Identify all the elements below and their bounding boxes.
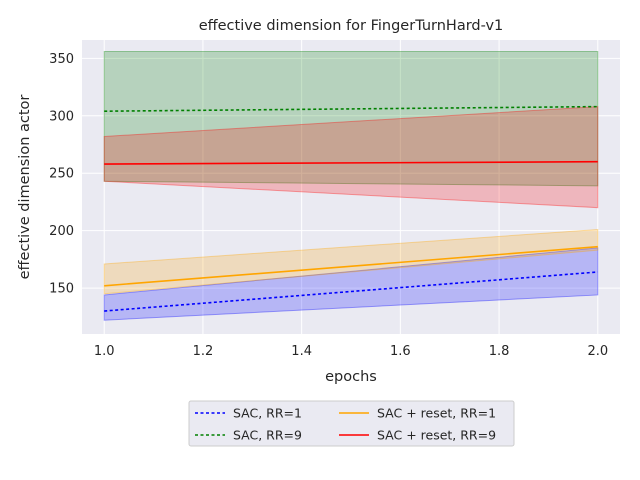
x-tick-label: 1.8 (489, 344, 510, 359)
x-tick-label: 1.6 (390, 344, 411, 359)
band-sac-reset-rr-9 (103, 106, 599, 209)
legend-label: SAC + reset, RR=1 (377, 406, 496, 421)
band-sac-rr-9 (103, 50, 599, 187)
y-tick-label: 150 (49, 282, 74, 297)
series-lines (104, 105, 598, 312)
y-axis-ticks: 150 200 250 300 350 (49, 52, 74, 297)
series-line-sac-reset-rr-1 (104, 245, 598, 287)
y-axis-label: effective dimension actor (17, 95, 33, 280)
legend: SAC, RR=1 SAC, RR=9 SAC + reset, RR=1 SAC +… (188, 400, 515, 447)
confidence-bands (103, 50, 599, 321)
legend-box (188, 400, 515, 447)
chart-title: effective dimension for FingerTurnHard-v… (199, 18, 504, 34)
x-tick-label: 1.2 (193, 344, 214, 359)
y-tick-label: 350 (49, 52, 74, 67)
legend-label: SAC + reset, RR=9 (377, 428, 496, 443)
grid (82, 40, 620, 334)
plot-area (82, 40, 620, 334)
x-axis-label: epochs (325, 369, 377, 385)
x-tick-label: 2.0 (587, 344, 608, 359)
y-tick-label: 250 (49, 167, 74, 182)
band-sac-rr-1 (103, 247, 599, 321)
legend-label: SAC, RR=9 (233, 428, 302, 443)
y-tick-label: 300 (49, 109, 74, 124)
series-line-sac-rr-1 (104, 271, 598, 312)
x-tick-label: 1.4 (291, 344, 312, 359)
band-sac-reset-rr-1 (103, 228, 599, 295)
y-tick-label: 200 (49, 224, 74, 239)
legend-label: SAC, RR=1 (233, 406, 302, 421)
x-tick-label: 1.0 (94, 344, 115, 359)
series-line-sac-reset-rr-9 (104, 160, 598, 165)
x-axis-ticks: 1.0 1.2 1.4 1.6 1.8 2.0 (94, 344, 608, 359)
